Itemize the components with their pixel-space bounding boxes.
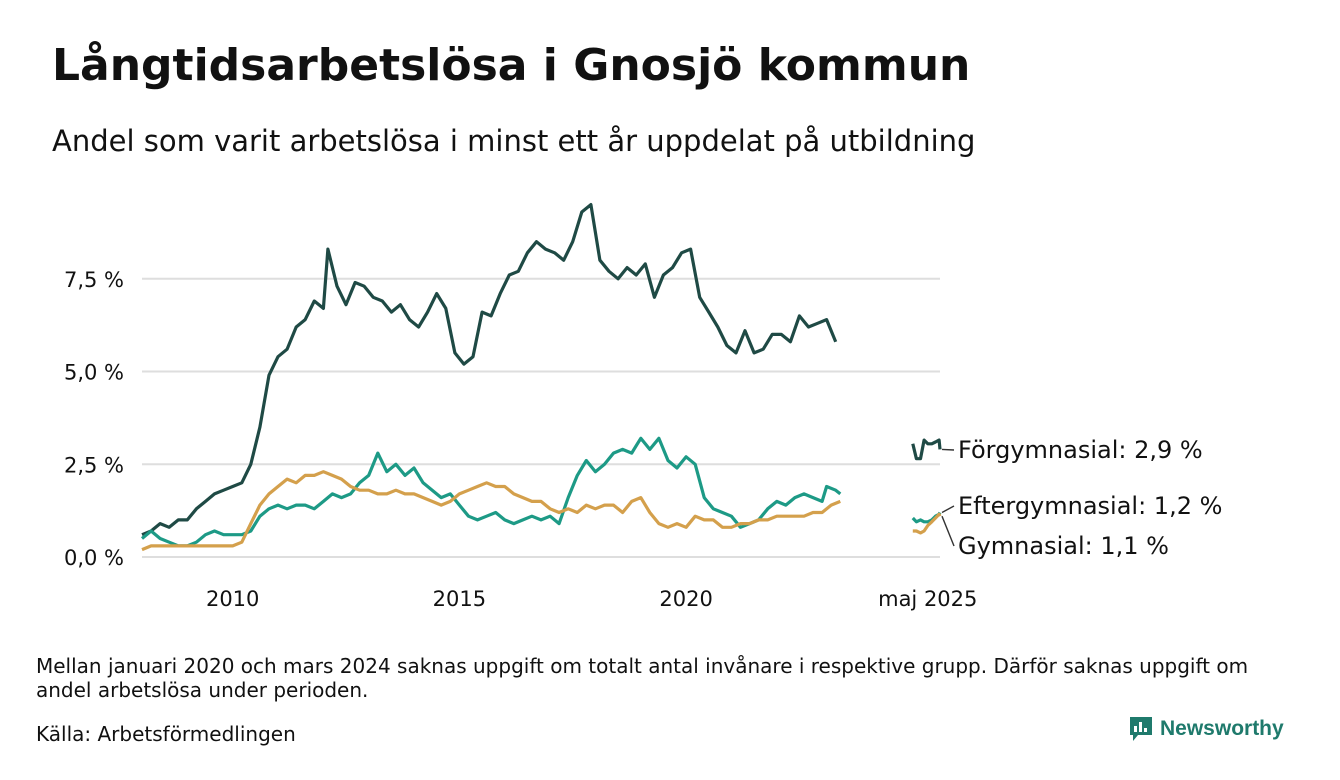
newsworthy-icon: [1130, 717, 1152, 741]
series-line-förgymnasial: [911, 438, 942, 461]
brand-name: Newsworthy: [1160, 717, 1284, 740]
x-axis-ticks: 2010 2015 2020 maj 2025: [206, 587, 977, 611]
x-tick-label: 2020: [659, 587, 712, 611]
y-tick-label: 2,5 %: [64, 453, 124, 477]
series-end-label: Gymnasial: 1,1 %: [958, 532, 1169, 560]
line-chart: 0,0 % 2,5 % 5,0 % 7,5 % 2010 2015 2020 maj 202…: [64, 203, 1222, 611]
x-tick-label: 2015: [433, 587, 486, 611]
label-leader-line: [941, 448, 955, 451]
footnote: Mellan januari 2020 och mars 2024 saknas…: [36, 654, 1249, 702]
series-lines: [140, 203, 942, 552]
chart-title: Långtidsarbetslösa i Gnosjö kommun: [52, 40, 971, 91]
series-line-förgymnasial: [141, 203, 838, 537]
brand-logo[interactable]: Newsworthy: [1128, 715, 1284, 743]
x-tick-label: maj 2025: [878, 587, 977, 611]
series-end-label: Eftergymnasial: 1,2 %: [958, 492, 1222, 520]
series-end-label: Förgymnasial: 2,9 %: [958, 436, 1203, 464]
y-tick-label: 0,0 %: [64, 546, 124, 570]
label-leader-line: [941, 515, 955, 547]
chart-subtitle: Andel som varit arbetslösa i minst ett å…: [52, 124, 976, 158]
series-line-gymnasial: [912, 512, 942, 535]
y-tick-label: 5,0 %: [64, 361, 124, 385]
series-end-labels: Förgymnasial: 2,9 % Eftergymnasial: 1,2 %…: [941, 436, 1222, 560]
x-tick-label: 2010: [206, 587, 259, 611]
series-line-eftergymnasial: [140, 436, 842, 548]
label-leader-line: [941, 505, 955, 514]
y-tick-label: 7,5 %: [64, 268, 124, 292]
source-text: Källa: Arbetsförmedlingen: [36, 722, 296, 746]
series-line-gymnasial: [141, 470, 841, 552]
y-axis-ticks: 0,0 % 2,5 % 5,0 % 7,5 %: [64, 268, 124, 570]
gridlines: [142, 277, 940, 558]
